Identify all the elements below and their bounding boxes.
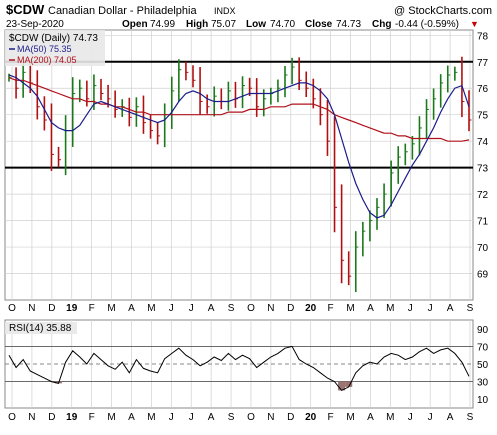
price-x-tick-label: J xyxy=(428,303,433,314)
rsi-x-tick-label: S xyxy=(467,412,474,423)
price-y-tick-label: 72 xyxy=(477,190,489,201)
price-plot-area xyxy=(4,29,474,301)
price-x-tick-label: 20 xyxy=(305,303,317,314)
close-value: 74.73 xyxy=(336,19,361,30)
rsi-oversold-fill xyxy=(345,381,353,387)
price-x-tick-label: O xyxy=(8,303,16,314)
high-value: 75.07 xyxy=(211,19,236,30)
price-x-tick-label: D xyxy=(287,303,294,314)
price-x-tick-label: J xyxy=(408,303,413,314)
chg-down-icon: ▼ xyxy=(470,19,479,29)
price-y-tick-label: 77 xyxy=(477,58,489,69)
ma50-line xyxy=(8,74,470,219)
ma50-legend-label: MA(50) 75.35 xyxy=(17,44,72,54)
rsi-x-tick-label: J xyxy=(408,412,413,423)
rsi-x-tick-label: J xyxy=(428,412,433,423)
price-y-tick-label: 75 xyxy=(477,111,489,122)
price-x-tick-label: M xyxy=(147,303,155,314)
exchange-label: INDX xyxy=(214,6,236,16)
price-x-tick-label: O xyxy=(247,303,255,314)
price-x-tick-label: S xyxy=(467,303,474,314)
rsi-y-tick-label: 30 xyxy=(477,378,489,389)
ma200-line xyxy=(8,77,470,142)
rsi-legend-box xyxy=(5,322,77,334)
price-x-tick-label: N xyxy=(267,303,274,314)
price-x-tick-label: J xyxy=(189,303,194,314)
rsi-x-tick-label: S xyxy=(228,412,235,423)
rsi-x-tick-label: O xyxy=(247,412,255,423)
price-y-tick-label: 70 xyxy=(477,243,489,254)
rsi-x-tick-label: M xyxy=(147,412,155,423)
price-x-tick-label: M xyxy=(107,303,115,314)
price-x-tick-label: 19 xyxy=(66,303,78,314)
price-y-tick-label: 74 xyxy=(477,137,489,148)
price-x-tick-label: J xyxy=(169,303,174,314)
rsi-x-tick-label: 20 xyxy=(305,412,317,423)
rsi-x-tick-label: A xyxy=(447,412,454,423)
rsi-x-tick-label: J xyxy=(189,412,194,423)
rsi-x-tick-label: J xyxy=(169,412,174,423)
rsi-x-tick-label: M xyxy=(346,412,354,423)
open-label: Open xyxy=(122,19,148,30)
price-y-tick-label: 78 xyxy=(477,31,489,42)
price-legend-box xyxy=(5,30,105,66)
rsi-x-tick-label: N xyxy=(267,412,274,423)
rsi-legend-label: RSI(14) 35.88 xyxy=(9,323,72,334)
rsi-x-tick-label: A xyxy=(208,412,215,423)
rsi-y-tick-label: 90 xyxy=(477,325,489,336)
watermark: @ StockCharts.com xyxy=(394,5,492,17)
rsi-x-tick-label: N xyxy=(28,412,35,423)
high-label: High xyxy=(186,19,208,30)
low-label: Low xyxy=(246,19,266,30)
price-x-tick-label: A xyxy=(447,303,454,314)
symbol-title: $CDW xyxy=(6,2,45,17)
price-x-tick-label: D xyxy=(48,303,55,314)
price-x-tick-label: N xyxy=(28,303,35,314)
rsi-x-tick-label: A xyxy=(128,412,135,423)
rsi-x-tick-label: F xyxy=(328,412,334,423)
rsi-line xyxy=(8,345,470,392)
rsi-x-tick-label: F xyxy=(89,412,95,423)
symbol-name: Canadian Dollar - Philadelphia xyxy=(48,5,197,17)
price-x-tick-label: F xyxy=(328,303,334,314)
chg-value: -0.44 (-0.59%) xyxy=(395,19,459,30)
rsi-oversold-fill xyxy=(338,381,346,391)
rsi-y-tick-label: 70 xyxy=(477,342,489,353)
rsi-x-tick-label: M xyxy=(107,412,115,423)
price-x-tick-label: F xyxy=(89,303,95,314)
rsi-x-tick-label: 19 xyxy=(66,412,78,423)
price-x-tick-label: M xyxy=(346,303,354,314)
rsi-x-tick-label: D xyxy=(287,412,294,423)
price-y-tick-label: 71 xyxy=(477,217,489,228)
rsi-x-tick-label: A xyxy=(367,412,374,423)
price-x-tick-label: A xyxy=(367,303,374,314)
price-panel: O N D 19 F M A M J J A S O N D 20 F M A M J J A S 69 70 71 72 73 74 75… xyxy=(4,29,489,314)
close-label: Close xyxy=(305,19,333,30)
open-value: 74.99 xyxy=(150,19,175,30)
rsi-x-tick-label: M xyxy=(386,412,394,423)
quote-date: 23-Sep-2020 xyxy=(6,19,64,30)
rsi-y-tick-label: 50 xyxy=(477,360,489,371)
price-y-tick-label: 73 xyxy=(477,164,489,175)
price-y-tick-label: 69 xyxy=(477,270,489,281)
price-y-tick-label: 76 xyxy=(477,84,489,95)
low-value: 74.70 xyxy=(270,19,295,30)
rsi-x-tick-label: O xyxy=(8,412,16,423)
price-x-tick-label: S xyxy=(228,303,235,314)
ma200-legend-label: MA(200) 74.05 xyxy=(17,55,77,65)
price-x-tick-label: A xyxy=(208,303,215,314)
rsi-x-tick-label: D xyxy=(48,412,55,423)
rsi-y-tick-label: 10 xyxy=(477,395,489,406)
price-x-tick-label: M xyxy=(386,303,394,314)
price-legend-main: $CDW (Daily) 74.73 xyxy=(9,33,98,44)
chg-label: Chg xyxy=(372,19,391,30)
price-x-tick-label: A xyxy=(128,303,135,314)
